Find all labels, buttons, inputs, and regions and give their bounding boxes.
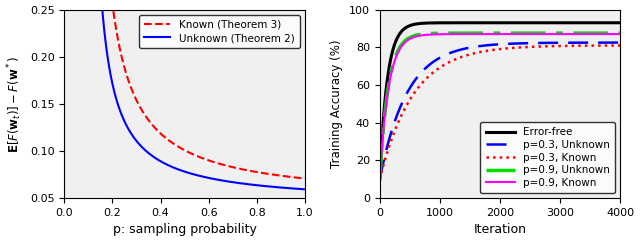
p=0.3, Unknown	[520, 42, 528, 45]
Line: p=0.9, Unknown: p=0.9, Unknown	[380, 33, 620, 179]
Legend: Error-free, p=0.3, Unknown, p=0.3, Known, p=0.9, Unknown, p=0.9, Known: Error-free, p=0.3, Unknown, p=0.3, Known…	[481, 122, 615, 193]
Y-axis label: Training Accuracy (%): Training Accuracy (%)	[330, 40, 344, 168]
Unknown (Theorem 2)	[206, 177, 214, 180]
Line: p=0.9, Known: p=0.9, Known	[380, 34, 620, 179]
Line: p=0.3, Unknown: p=0.3, Unknown	[380, 43, 620, 179]
Known (Theorem 3)	[211, 161, 218, 164]
Error-free	[616, 21, 624, 24]
p=0.9, Unknown	[573, 32, 581, 35]
p=0.9, Unknown	[532, 32, 540, 35]
p=0.3, Unknown	[573, 41, 581, 44]
Known (Theorem 3)	[189, 153, 196, 156]
p=0.9, Known	[616, 33, 624, 36]
Error-free	[520, 21, 528, 24]
Error-free	[532, 21, 540, 24]
p=0.9, Unknown	[468, 32, 476, 35]
Line: Error-free: Error-free	[380, 23, 620, 179]
Known (Theorem 3)	[301, 177, 308, 180]
Unknown (Theorem 2)	[287, 187, 294, 190]
p=0.9, Known	[520, 33, 528, 36]
Y-axis label: $\mathbf{E}[F(\mathbf{w}_t)] - F(\mathbf{w}^*)$: $\mathbf{E}[F(\mathbf{w}_t)] - F(\mathbf…	[6, 55, 24, 153]
p=0.9, Unknown	[520, 32, 528, 35]
p=0.9, Known	[420, 34, 428, 37]
Unknown (Theorem 2)	[98, 0, 106, 3]
p=0.3, Known	[376, 178, 383, 181]
p=0.9, Unknown	[616, 32, 624, 35]
p=0.9, Unknown	[376, 178, 383, 181]
X-axis label: p: sampling probability: p: sampling probability	[113, 223, 257, 236]
Unknown (Theorem 2)	[99, 13, 106, 16]
Unknown (Theorem 2)	[252, 184, 259, 187]
Error-free	[420, 22, 428, 25]
p=0.9, Known	[468, 33, 476, 36]
Unknown (Theorem 2)	[133, 140, 141, 143]
p=0.3, Known	[420, 80, 428, 83]
Error-free	[573, 21, 581, 24]
p=0.3, Known	[520, 46, 528, 49]
p=0.9, Known	[573, 33, 581, 36]
p=0.9, Known	[532, 33, 540, 36]
p=0.9, Unknown	[556, 32, 563, 35]
X-axis label: Iteration: Iteration	[474, 223, 527, 236]
p=0.3, Known	[573, 44, 581, 47]
Error-free	[376, 178, 383, 181]
Error-free	[468, 21, 476, 24]
p=0.9, Unknown	[420, 33, 428, 36]
Unknown (Theorem 2)	[232, 181, 240, 184]
p=0.9, Known	[556, 33, 563, 36]
p=0.3, Unknown	[420, 69, 428, 72]
Known (Theorem 3)	[271, 173, 278, 176]
Known (Theorem 3)	[189, 153, 197, 156]
Legend: Known (Theorem 3), Unknown (Theorem 2): Known (Theorem 3), Unknown (Theorem 2)	[140, 15, 300, 48]
Known (Theorem 3)	[108, 0, 116, 2]
p=0.3, Known	[532, 45, 540, 48]
p=0.3, Known	[468, 53, 476, 55]
Line: Unknown (Theorem 2): Unknown (Theorem 2)	[102, 1, 305, 189]
Error-free	[616, 21, 624, 24]
Unknown (Theorem 2)	[301, 188, 308, 191]
p=0.3, Unknown	[468, 46, 476, 49]
p=0.3, Unknown	[556, 41, 563, 44]
Known (Theorem 3)	[195, 155, 203, 158]
p=0.9, Known	[376, 178, 383, 181]
p=0.3, Unknown	[616, 41, 624, 44]
p=0.3, Unknown	[376, 178, 383, 181]
Error-free	[556, 21, 563, 24]
Known (Theorem 3)	[210, 161, 218, 164]
Line: p=0.3, Known: p=0.3, Known	[380, 45, 620, 179]
p=0.3, Known	[556, 45, 563, 47]
p=0.3, Known	[616, 44, 624, 47]
p=0.3, Unknown	[532, 42, 540, 45]
Line: Known (Theorem 3): Known (Theorem 3)	[112, 0, 305, 179]
